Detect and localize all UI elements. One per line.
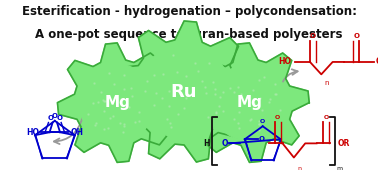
Text: O: O — [47, 115, 53, 121]
Text: O: O — [275, 115, 280, 120]
Text: O: O — [324, 115, 328, 120]
Text: n: n — [325, 80, 329, 86]
Polygon shape — [79, 64, 155, 141]
Text: m: m — [336, 166, 343, 171]
Text: OR: OR — [337, 139, 350, 148]
Text: Mg: Mg — [104, 95, 130, 110]
Text: O: O — [353, 33, 359, 39]
Text: O: O — [221, 139, 228, 148]
Text: O: O — [259, 136, 265, 142]
Polygon shape — [114, 21, 255, 162]
Text: HO: HO — [278, 58, 291, 66]
Text: O: O — [52, 113, 58, 119]
Text: O: O — [260, 119, 265, 124]
Text: O: O — [56, 115, 62, 121]
Text: Ru: Ru — [171, 83, 197, 101]
Text: O: O — [310, 33, 316, 39]
Polygon shape — [57, 43, 177, 162]
Text: Esterification - hydrogenation – polycondensation:: Esterification - hydrogenation – polycon… — [22, 5, 356, 18]
Text: HO: HO — [26, 128, 39, 137]
Polygon shape — [190, 43, 309, 162]
Text: H: H — [203, 139, 210, 148]
Polygon shape — [138, 45, 231, 139]
Text: A one-pot sequence to furan-based polyesters: A one-pot sequence to furan-based polyes… — [35, 28, 343, 41]
Polygon shape — [211, 64, 288, 141]
Text: OH: OH — [70, 128, 84, 137]
Text: OH: OH — [376, 58, 378, 66]
Text: Mg: Mg — [237, 95, 262, 110]
Text: n: n — [297, 166, 302, 171]
